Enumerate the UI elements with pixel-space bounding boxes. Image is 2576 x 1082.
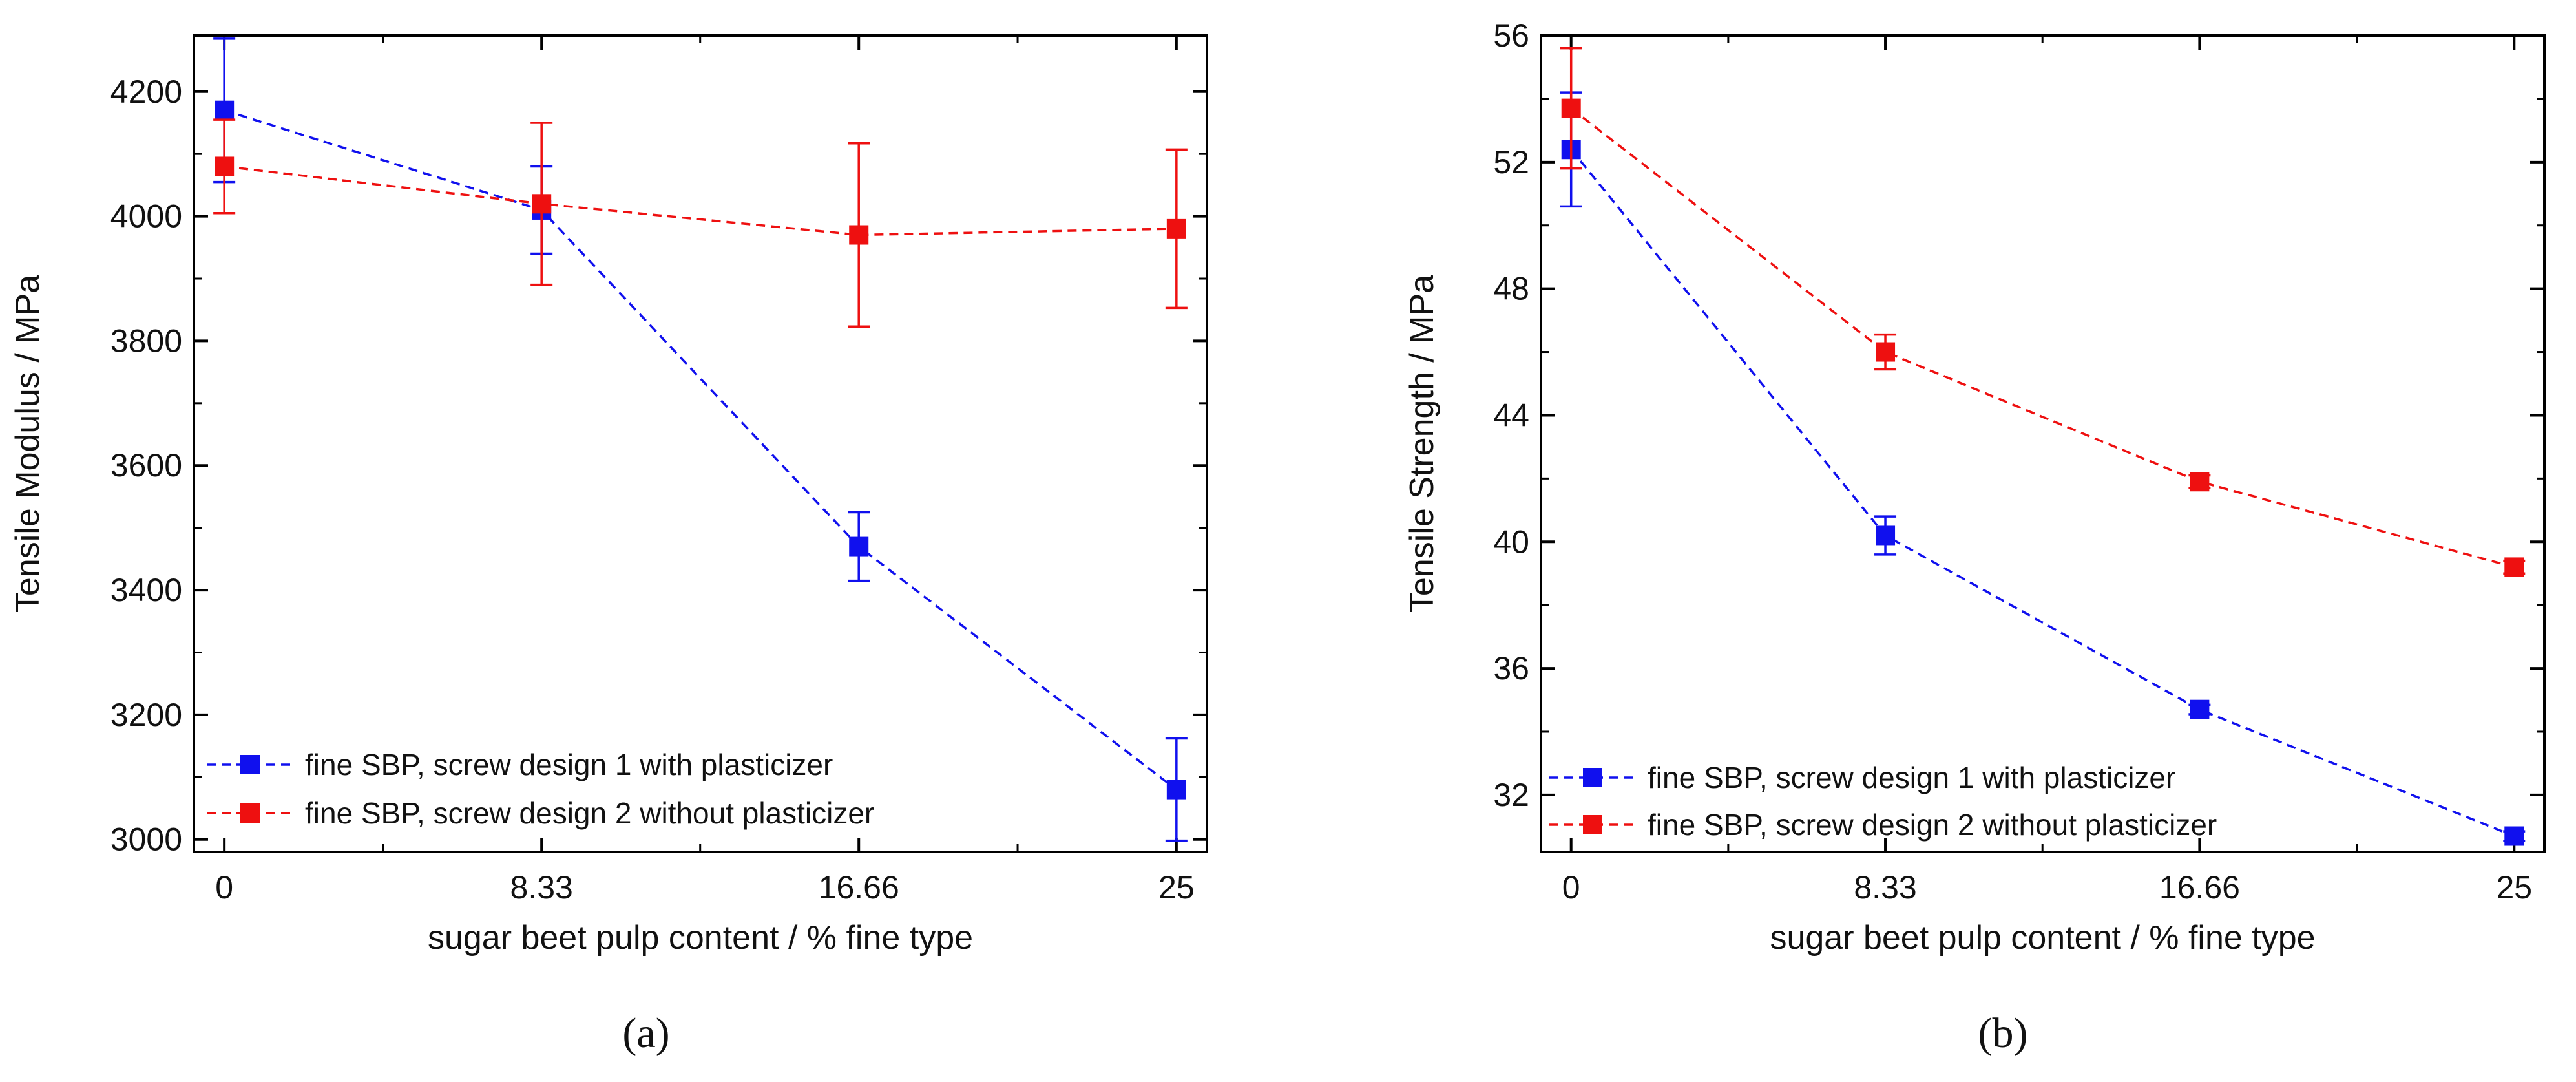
data-point [1562, 99, 1581, 118]
legend-label: fine SBP, screw design 1 with plasticize… [1648, 761, 2175, 794]
y-tick-label: 36 [1493, 650, 1529, 686]
y-tick-label: 3800 [110, 323, 182, 359]
data-point [1167, 219, 1186, 239]
y-axis-label: Tensile Modulus / MPa [9, 275, 47, 613]
y-tick-label: 4200 [110, 74, 182, 110]
data-point [2190, 472, 2209, 491]
data-point [849, 537, 868, 557]
y-tick-label: 48 [1493, 271, 1529, 307]
legend-label: fine SBP, screw design 2 without plastic… [305, 796, 874, 830]
panel-a: 3000 3200 3400 3600 3800 4000 4200 0 8.33 16.66 25… [9, 36, 1207, 1057]
panel-caption: (b) [1978, 1010, 2028, 1057]
y-tick-label: 3000 [110, 822, 182, 858]
data-point [1167, 780, 1186, 800]
y-tick-label: 3400 [110, 572, 182, 608]
data-point [1876, 525, 1895, 545]
data-point [215, 156, 234, 176]
legend-marker [240, 803, 260, 823]
legend: fine SBP, screw design 1 with plasticize… [1549, 761, 2217, 842]
x-tick-label: 16.66 [2159, 869, 2240, 906]
legend: fine SBP, screw design 1 with plasticize… [207, 748, 874, 830]
y-tick-label: 3600 [110, 447, 182, 483]
panel-b: 32 36 40 44 48 52 56 0 8.33 16.66 25 sugar beet pul… [1403, 17, 2544, 1057]
data-point [1876, 343, 1895, 362]
series-2 [213, 120, 1188, 326]
y-axis-label: Tensile Strength / MPa [1403, 275, 1441, 613]
x-tick-label: 8.33 [510, 869, 573, 906]
panel-caption: (a) [622, 1010, 669, 1057]
y-tick-label: 4000 [110, 198, 182, 235]
plot-frame [194, 36, 1207, 852]
x-axis-label: sugar beet pulp content / % fine type [1770, 919, 2315, 957]
legend-label: fine SBP, screw design 2 without plastic… [1648, 808, 2217, 842]
data-point [2504, 827, 2524, 846]
x-tick-label: 0 [215, 869, 233, 906]
y-tick-label: 32 [1493, 777, 1529, 813]
x-axis-label: sugar beet pulp content / % fine type [428, 919, 973, 957]
data-point [2504, 557, 2524, 577]
series-1 [1560, 92, 2526, 845]
y-tick-label: 3200 [110, 697, 182, 733]
legend-label: fine SBP, screw design 1 with plasticize… [305, 748, 833, 781]
data-point [849, 226, 868, 245]
plot-frame [1541, 36, 2544, 852]
series-line [1571, 109, 2515, 568]
y-tick-label: 52 [1493, 144, 1529, 180]
y-tick-label: 40 [1493, 524, 1529, 560]
y-tick-label: 44 [1493, 397, 1529, 433]
x-tick-label: 25 [1158, 869, 1195, 906]
legend-marker [1583, 768, 1602, 787]
data-point [532, 194, 551, 213]
data-point [215, 101, 234, 120]
legend-marker [1583, 815, 1602, 834]
x-tick-label: 25 [2496, 869, 2532, 906]
series-1 [213, 39, 1188, 841]
x-tick-label: 0 [1562, 869, 1580, 906]
y-tick-label: 56 [1493, 17, 1529, 54]
x-tick-label: 16.66 [819, 869, 899, 906]
series-line [1571, 149, 2515, 836]
legend-marker [240, 755, 260, 774]
data-point [2190, 700, 2209, 719]
figure: 3000 3200 3400 3600 3800 4000 4200 0 8.33 16.66 25… [0, 0, 2576, 1082]
series-line [224, 111, 1177, 790]
x-tick-label: 8.33 [1854, 869, 1916, 906]
series-line [224, 166, 1177, 235]
